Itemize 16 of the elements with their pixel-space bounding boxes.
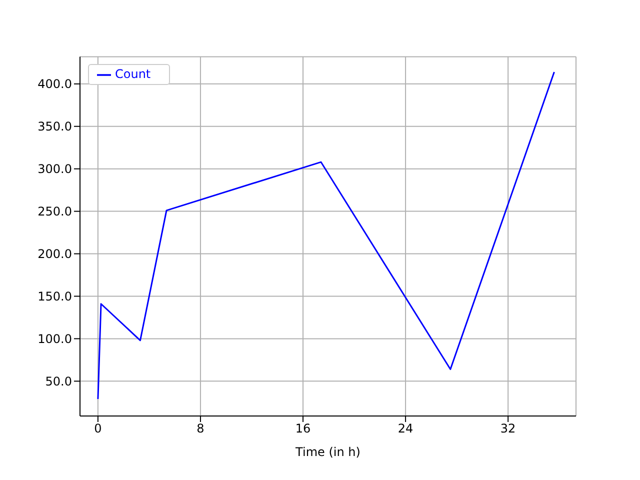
y-tick-label: 400.0 — [38, 77, 72, 92]
y-tick-label: 350.0 — [38, 120, 72, 134]
y-tick-label: 50.0 — [45, 374, 72, 388]
y-tick-label: 150.0 — [38, 290, 72, 304]
y-tick-label: 300.0 — [38, 162, 72, 176]
legend-label: Count — [115, 67, 151, 81]
x-tick-label: 0 — [94, 422, 102, 436]
x-axis-title: Time (in h) — [294, 445, 360, 459]
y-tick-label: 200.0 — [38, 247, 72, 262]
x-tick-label: 8 — [196, 422, 204, 436]
x-tick-label: 16 — [295, 422, 311, 436]
x-tick-label: 24 — [398, 422, 414, 436]
y-tick-label: 250.0 — [38, 204, 72, 219]
line-series — [97, 71, 555, 400]
y-tick-label: 100.0 — [38, 332, 72, 346]
x-tick-label: 32 — [500, 422, 516, 436]
